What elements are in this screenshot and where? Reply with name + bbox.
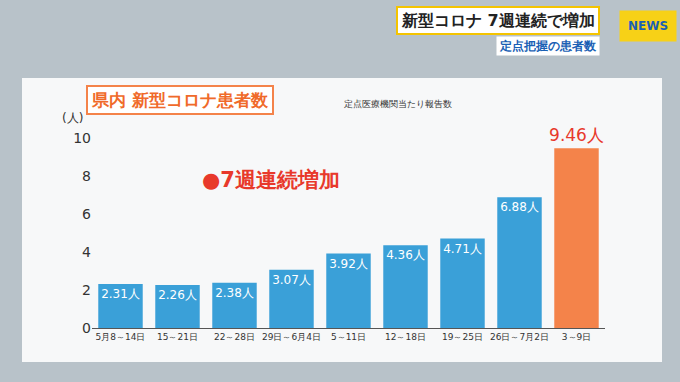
svg-text:6.88人: 6.88人 [500, 200, 539, 214]
svg-text:15～21日: 15～21日 [157, 332, 198, 342]
svg-text:2.38人: 2.38人 [215, 286, 254, 300]
svg-text:2.31人: 2.31人 [101, 287, 140, 301]
svg-text:2: 2 [82, 282, 91, 298]
svg-text:定点把握の患者数: 定点把握の患者数 [499, 39, 597, 53]
svg-text:4: 4 [82, 244, 91, 260]
svg-text:5月8～14日: 5月8～14日 [96, 332, 146, 342]
svg-text:26日～7月2日: 26日～7月2日 [490, 332, 549, 342]
svg-text:10: 10 [73, 130, 91, 146]
svg-text:8: 8 [82, 168, 91, 184]
svg-text:●7週連続増加: ●7週連続増加 [202, 168, 340, 192]
svg-text:6: 6 [82, 206, 91, 222]
svg-text:9.46人: 9.46人 [549, 125, 604, 145]
svg-text:新型コロナ 7週連続で増加: 新型コロナ 7週連続で増加 [401, 11, 595, 30]
svg-text:3～9日: 3～9日 [562, 332, 591, 342]
svg-text:4.36人: 4.36人 [386, 248, 425, 262]
svg-text:2.26人: 2.26人 [158, 288, 197, 302]
svg-text:4.71人: 4.71人 [443, 242, 482, 256]
svg-text:NEWS: NEWS [628, 19, 668, 33]
svg-text:3.07人: 3.07人 [272, 273, 311, 287]
svg-text:5～11日: 5～11日 [331, 332, 366, 342]
svg-text:県内 新型コロナ患者数: 県内 新型コロナ患者数 [91, 90, 269, 110]
svg-text:12～18日: 12～18日 [385, 332, 426, 342]
svg-text:22～28日: 22～28日 [214, 332, 255, 342]
svg-text:19～25日: 19～25日 [442, 332, 483, 342]
svg-text:定点医療機関当たり報告数: 定点医療機関当たり報告数 [344, 99, 452, 109]
svg-text:29日～6月4日: 29日～6月4日 [262, 332, 321, 342]
svg-text:(人): (人) [62, 111, 83, 125]
svg-text:3.92人: 3.92人 [329, 257, 368, 271]
svg-text:0: 0 [82, 320, 91, 336]
